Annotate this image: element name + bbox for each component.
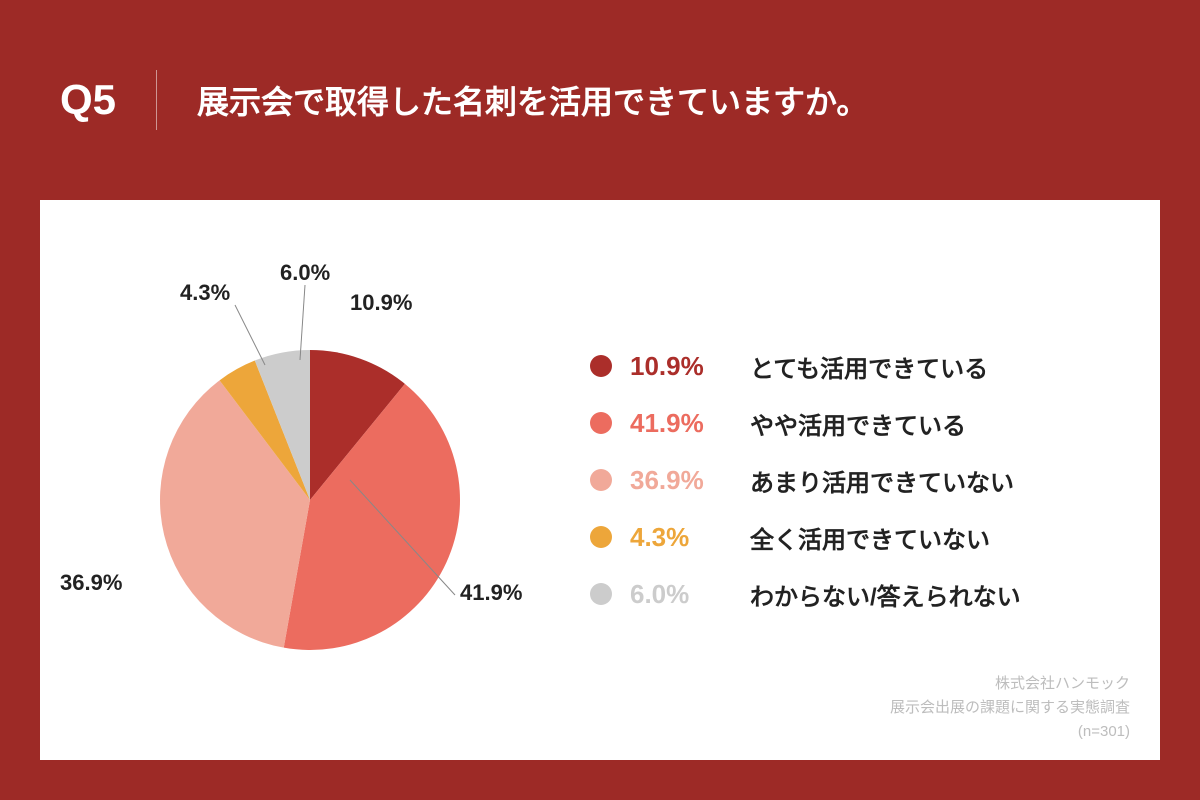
legend-item: 6.0%わからない/答えられない <box>590 577 1160 612</box>
legend-item: 4.3%全く活用できていない <box>590 520 1160 555</box>
legend-percent: 41.9% <box>630 408 750 439</box>
legend-percent: 10.9% <box>630 351 750 382</box>
footer-line-1: 株式会社ハンモック <box>890 672 1130 696</box>
legend-item: 36.9%あまり活用できていない <box>590 463 1160 498</box>
pie-chart <box>150 340 470 660</box>
legend-dot <box>590 526 612 548</box>
pie-callout: 10.9% <box>350 290 412 316</box>
question-number: Q5 <box>60 70 157 130</box>
footer-line-2: 展示会出展の課題に関する実態調査 <box>890 696 1130 720</box>
footer-attribution: 株式会社ハンモック 展示会出展の課題に関する実態調査 (n=301) <box>890 672 1130 744</box>
legend-percent: 36.9% <box>630 465 750 496</box>
content-panel: 10.9%41.9%36.9%4.3%6.0% 10.9%とても活用できている4… <box>40 200 1160 760</box>
legend-label: やや活用できている <box>750 406 966 441</box>
legend-dot <box>590 355 612 377</box>
pie-callout: 4.3% <box>180 280 230 306</box>
footer-line-3: (n=301) <box>890 720 1130 744</box>
legend-dot <box>590 469 612 491</box>
legend-item: 10.9%とても活用できている <box>590 349 1160 384</box>
question-text: 展示会で取得した名刺を活用できていますか。 <box>157 77 868 123</box>
legend-label: あまり活用できていない <box>750 463 1014 498</box>
legend-dot <box>590 583 612 605</box>
pie-callout: 36.9% <box>60 570 122 596</box>
legend-label: 全く活用できていない <box>750 520 990 555</box>
pie-chart-area: 10.9% 41.9% 36.9% 4.3% 6.0% <box>40 200 570 760</box>
legend-item: 41.9%やや活用できている <box>590 406 1160 441</box>
legend-label: わからない/答えられない <box>750 577 1021 612</box>
page-container: Q5 展示会で取得した名刺を活用できていますか。 10.9% 41.9% 36.9%… <box>0 0 1200 800</box>
pie-callout: 6.0% <box>280 260 330 286</box>
legend-percent: 6.0% <box>630 579 750 610</box>
legend-label: とても活用できている <box>750 349 988 384</box>
header: Q5 展示会で取得した名刺を活用できていますか。 <box>0 0 1200 200</box>
legend-dot <box>590 412 612 434</box>
legend-percent: 4.3% <box>630 522 750 553</box>
legend: 10.9%とても活用できている41.9%やや活用できている36.9%あまり活用で… <box>570 327 1160 634</box>
pie-callout: 41.9% <box>460 580 522 606</box>
